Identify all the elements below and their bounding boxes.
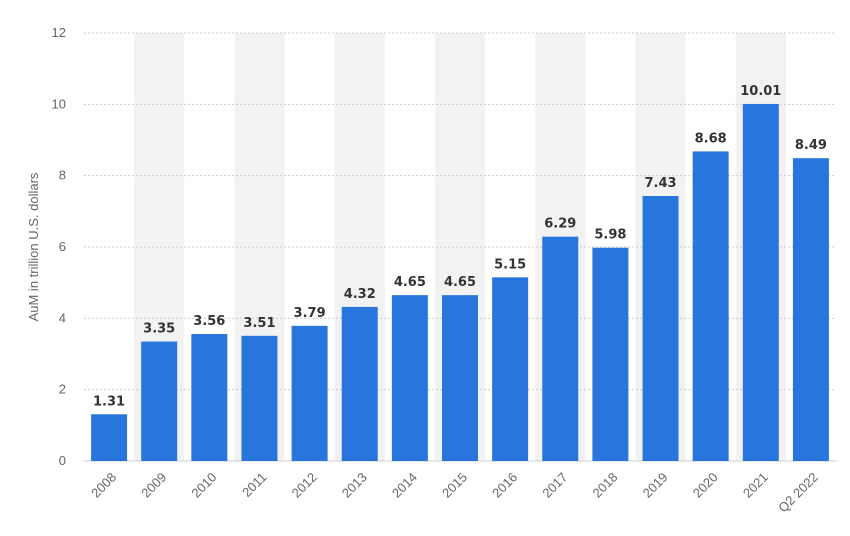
x-tick-label: 2017 [539,470,570,501]
x-tick-label: 2009 [138,470,169,501]
data-labels: 1.31 3.35 3.56 3.51 3.79 4.32 4.65 4.65 5.15 6.29… [93,84,827,409]
y-axis-label: AuM in trillion U.S. dollars [26,172,41,321]
x-tick-label: 2011 [239,470,269,500]
data-label: 5.15 [494,257,526,272]
bar [592,247,629,461]
y-tick-label: 10 [52,96,66,111]
y-tick-label: 4 [59,310,66,325]
bar [191,334,228,461]
x-tick-label: 2013 [339,470,370,501]
x-tick-label: 2018 [589,470,620,501]
data-label: 10.01 [740,84,781,99]
data-label: 4.32 [344,287,376,302]
data-label: 3.56 [193,314,225,329]
y-tick-label: 6 [59,239,66,254]
bar [91,414,128,461]
data-label: 5.98 [594,228,626,243]
x-tick-label: 2010 [188,470,219,501]
data-label: 8.68 [695,131,727,146]
y-tick-label: 0 [59,453,66,468]
bars [91,103,829,461]
x-tick-label: 2014 [389,470,420,501]
data-label: 8.49 [795,138,827,153]
x-tick-label: 2019 [640,470,671,501]
bar [442,295,478,461]
bar [141,341,178,461]
x-tick-label: 2008 [88,470,119,501]
x-tick-label: 2021 [740,470,771,501]
data-label: 3.51 [243,316,275,331]
bar [291,325,328,461]
bar [391,295,428,461]
bar [792,158,829,461]
x-tick-label: 2015 [439,470,470,501]
data-label: 3.79 [294,306,326,321]
x-tick-label: Q2 2022 [775,470,821,516]
bar [492,277,529,461]
x-tick-label: 2016 [489,470,520,501]
y-tick-label: 2 [59,382,66,397]
data-label: 6.29 [544,217,576,232]
bar [692,151,729,461]
bar [742,103,779,461]
bar [341,306,378,461]
x-tick-label: 2020 [690,470,721,501]
y-tick-label: 12 [52,25,66,40]
y-tick-label: 8 [59,168,66,183]
y-axis-ticks: 0 2 4 6 8 10 12 [52,25,66,468]
x-axis-ticks: 2008 2009 2010 2011 2012 2013 2014 2015 2016 2017… [88,470,821,516]
bar [241,335,278,461]
bar [642,195,679,461]
bar [542,236,579,461]
data-label: 7.43 [644,176,676,191]
data-label: 4.65 [444,275,476,290]
data-label: 4.65 [394,275,426,290]
x-tick-label: 2012 [289,470,320,501]
data-label: 3.35 [143,322,175,337]
data-label: 1.31 [93,394,125,409]
